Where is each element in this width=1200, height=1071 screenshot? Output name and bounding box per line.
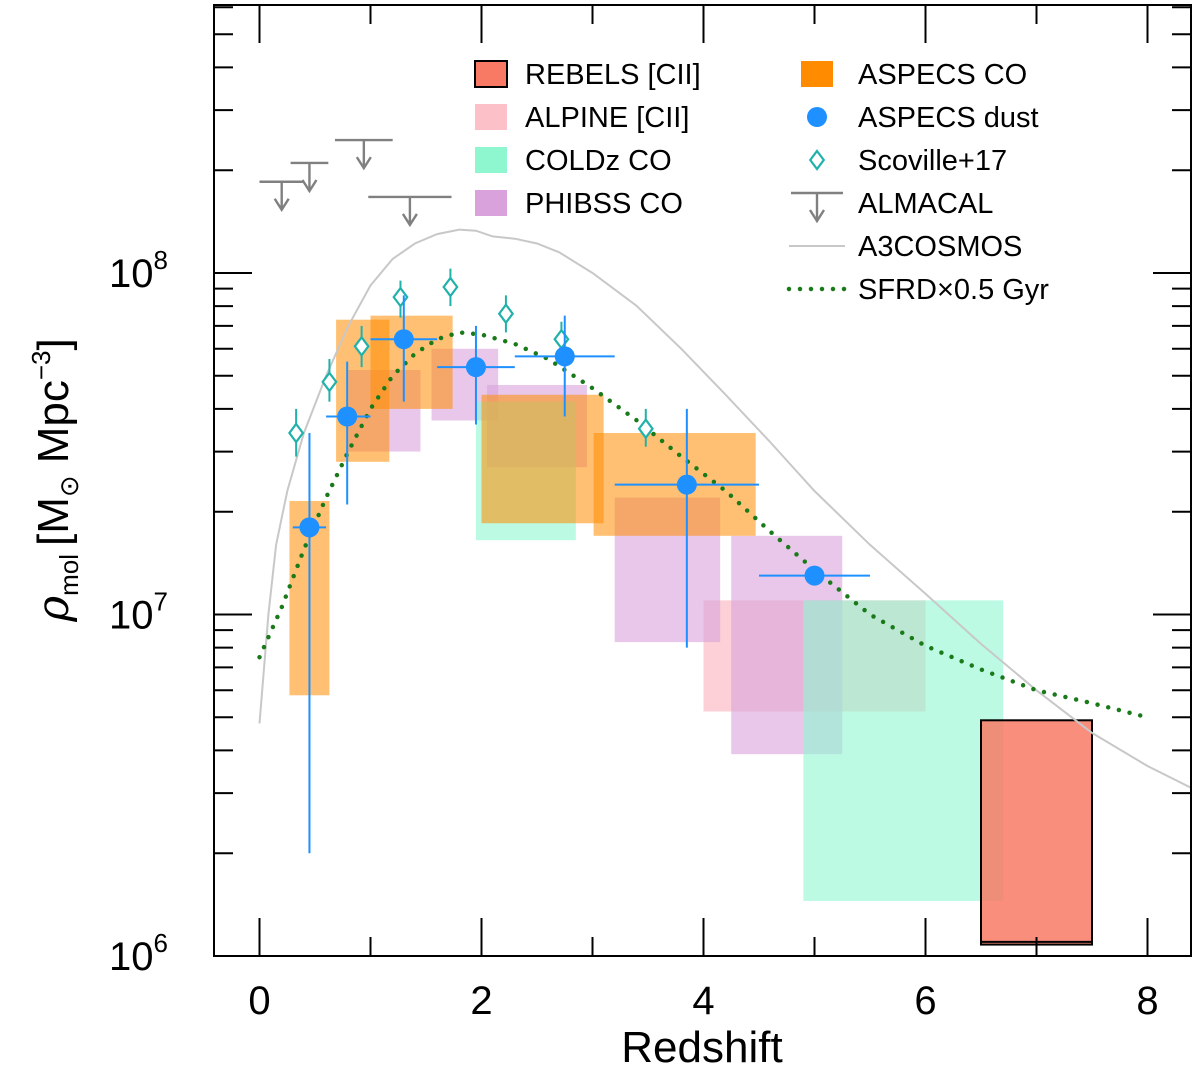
aspecs-dust-point-3: [465, 357, 486, 378]
legend-label-almacal: ALMACAL: [858, 188, 993, 220]
aspecs-dust-point-2: [393, 329, 414, 350]
almacal-limit-2-head: [355, 156, 372, 171]
legend-swatch-alpine-cii: [475, 104, 507, 130]
legend-item-almacal: ALMACAL: [791, 188, 993, 224]
x-tick-label-0: 0: [248, 979, 270, 1023]
rebels-cii-box-0: [980, 719, 1093, 946]
almacal-limit-1-head: [301, 179, 318, 194]
y-tick-label-1: 107: [109, 587, 168, 638]
y-tick-label-base-0: 10: [109, 935, 154, 979]
y-axis-label-rho-sub: mol: [54, 554, 84, 596]
almacal-limit-1: [290, 161, 329, 194]
series-scoville-17: [288, 268, 654, 457]
y-tick-label-2: 108: [109, 245, 168, 296]
legend-item-a3cosmos: A3COSMOS: [789, 231, 1022, 263]
aspecs-dust-point-0: [299, 517, 320, 538]
x-tick-label-4: 8: [1136, 979, 1158, 1023]
legend-item-rebels-cii: REBELS [CII]: [474, 59, 701, 91]
almacal-limit-2: [334, 138, 393, 171]
legend-label-sfrd-0-5-gyr: SFRD×0.5 Gyr: [858, 274, 1049, 306]
legend-swatch-scoville-17: [808, 149, 826, 171]
y-axis-label-mpc: Mpc: [29, 380, 78, 463]
x-axis-label: Redshift: [621, 1023, 782, 1071]
legend-item-aspecs-co: ASPECS CO: [801, 59, 1027, 91]
aspecs-dust-point-5: [676, 474, 697, 495]
legend-label-alpine-cii: ALPINE [CII]: [525, 102, 689, 134]
aspecs-dust-point-4: [554, 346, 575, 367]
legend-label-aspecs-co: ASPECS CO: [858, 59, 1027, 91]
y-tick-label-base-1: 10: [109, 594, 154, 638]
legend-swatch-almacal: [791, 191, 843, 224]
y-axis-label-rho: ρ: [28, 596, 79, 623]
series-almacal: [259, 138, 452, 228]
legend-item-alpine-cii: ALPINE [CII]: [475, 102, 689, 134]
legend: REBELS [CII] ALPINE [CII] COLDz CO PHIBSS C…: [474, 59, 1049, 306]
scoville-17-point-5: [497, 302, 515, 325]
legend-item-coldz-co: COLDz CO: [475, 145, 672, 177]
y-tick-label-exp-1: 7: [154, 587, 168, 617]
svg-text:ρmol[M⊙Mpc−3]: ρmol [M⊙ Mpc−3]: [26, 338, 85, 622]
y-axis-label-exp: −3: [26, 350, 56, 380]
legend-label-coldz-co: COLDz CO: [525, 145, 672, 177]
scoville-17-point-0: [288, 422, 305, 444]
legend-item-scoville-17: Scoville+17: [808, 145, 1007, 177]
legend-swatch-aspecs-dust: [807, 107, 827, 127]
aspecs-dust-point-6: [804, 565, 825, 586]
series-aspecs-dust: [292, 295, 870, 854]
y-tick-label-0: 106: [109, 928, 168, 979]
legend-swatch-rebels-cii: [474, 60, 508, 88]
legend-label-aspecs-dust: ASPECS dust: [858, 102, 1039, 134]
x-tick-label-1: 2: [470, 979, 492, 1023]
coldz-co-box-1: [803, 600, 1004, 901]
almacal-limit-0-head: [273, 198, 290, 212]
legend-item-sfrd-0-5-gyr: SFRD×0.5 Gyr: [786, 274, 1049, 306]
scoville-17-point-3: [392, 286, 409, 308]
series-a3cosmos: [258, 228, 1191, 789]
scoville-17-point-7: [637, 417, 654, 440]
almacal-limit-0: [259, 180, 304, 212]
y-axis-label: ρmol [M⊙ Mpc−3]: [26, 338, 85, 622]
scoville-17-point-2: [353, 335, 370, 358]
scoville-17-point-1: [321, 371, 338, 393]
y-axis-label-bracket-close: ]: [29, 338, 78, 350]
a3cosmos-curve: [258, 228, 1191, 789]
plot-area: [257, 138, 1191, 946]
y-tick-label-exp-0: 6: [154, 928, 168, 958]
legend-swatch-phibss-co: [475, 190, 507, 216]
almacal-limit-3-head: [401, 213, 418, 228]
aspecs-co-box-2: [370, 315, 453, 409]
aspecs-co-box-3: [481, 394, 604, 524]
y-axis-label-sun: ⊙: [55, 475, 85, 497]
legend-item-phibss-co: PHIBSS CO: [475, 188, 683, 220]
aspecs-dust-point-1: [337, 406, 358, 427]
legend-label-phibss-co: PHIBSS CO: [525, 188, 683, 220]
legend-label-rebels-cii: REBELS [CII]: [525, 59, 701, 91]
x-tick-label-2: 4: [692, 979, 714, 1023]
legend-label-scoville-17: Scoville+17: [858, 145, 1007, 177]
legend-label-a3cosmos: A3COSMOS: [858, 231, 1022, 263]
almacal-limit-3: [368, 195, 452, 228]
scoville-17-point-6: [553, 328, 570, 351]
y-tick-label-base-2: 10: [109, 252, 154, 296]
legend-item-aspecs-dust: ASPECS dust: [807, 102, 1039, 134]
legend-swatch-almacal-head: [808, 209, 826, 224]
scoville-17-point-4: [442, 276, 459, 298]
y-tick-label-exp-2: 8: [154, 245, 168, 275]
legend-swatch-aspecs-co: [801, 61, 833, 87]
y-axis-label-bracket-open: [M: [29, 497, 78, 546]
legend-swatch-coldz-co: [475, 147, 507, 173]
series-rebels-cii: [980, 719, 1093, 946]
x-tick-label-3: 6: [914, 979, 936, 1023]
